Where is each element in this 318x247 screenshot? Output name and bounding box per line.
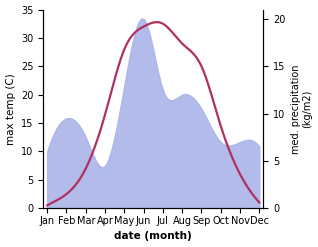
Y-axis label: max temp (C): max temp (C) bbox=[5, 73, 16, 145]
Y-axis label: med. precipitation
(kg/m2): med. precipitation (kg/m2) bbox=[291, 64, 313, 154]
X-axis label: date (month): date (month) bbox=[114, 231, 192, 242]
